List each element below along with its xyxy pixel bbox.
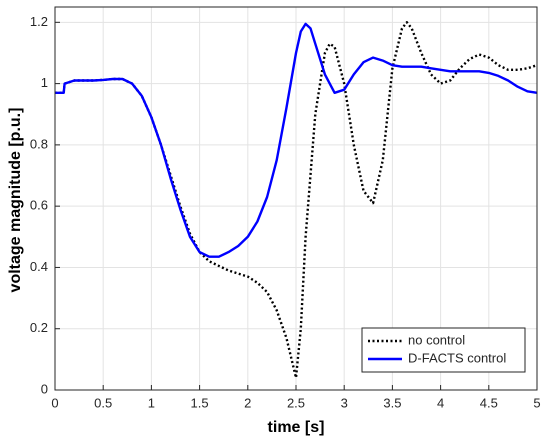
x-tick-label: 1 (148, 395, 155, 410)
legend-box (361, 327, 526, 373)
x-tick-label: 1.5 (191, 395, 209, 410)
x-axis-label: time [s] (268, 419, 325, 436)
x-tick-label: 4 (437, 395, 444, 410)
series-line (55, 22, 538, 258)
x-tick-label: 0.5 (94, 395, 112, 410)
x-tick-label: 2 (244, 395, 251, 410)
y-tick-label: 1.2 (30, 14, 48, 29)
plot-border (54, 6, 538, 391)
y-axis-label: voltage magnitude [p.u.] (7, 108, 24, 293)
legend-label: no control (408, 332, 465, 347)
y-tick-label: 0.6 (30, 198, 48, 213)
legend-label: D-FACTS control (408, 350, 506, 365)
x-tick-label: 4.5 (480, 395, 498, 410)
legend: no control D-FACTS control (361, 327, 526, 373)
y-tick-label: 0.2 (30, 320, 48, 335)
y-tick-label: 0.4 (30, 259, 48, 274)
x-tick-label: 2.5 (287, 395, 305, 410)
x-tick-label: 0 (51, 395, 58, 410)
x-tick-label: 3.5 (383, 395, 401, 410)
x-tick-label: 5 (533, 395, 540, 410)
x-tick-label: 3 (341, 395, 348, 410)
y-tick-label: 1 (41, 75, 48, 90)
y-tick-label: 0 (41, 381, 48, 396)
y-tick-label: 0.8 (30, 136, 48, 151)
